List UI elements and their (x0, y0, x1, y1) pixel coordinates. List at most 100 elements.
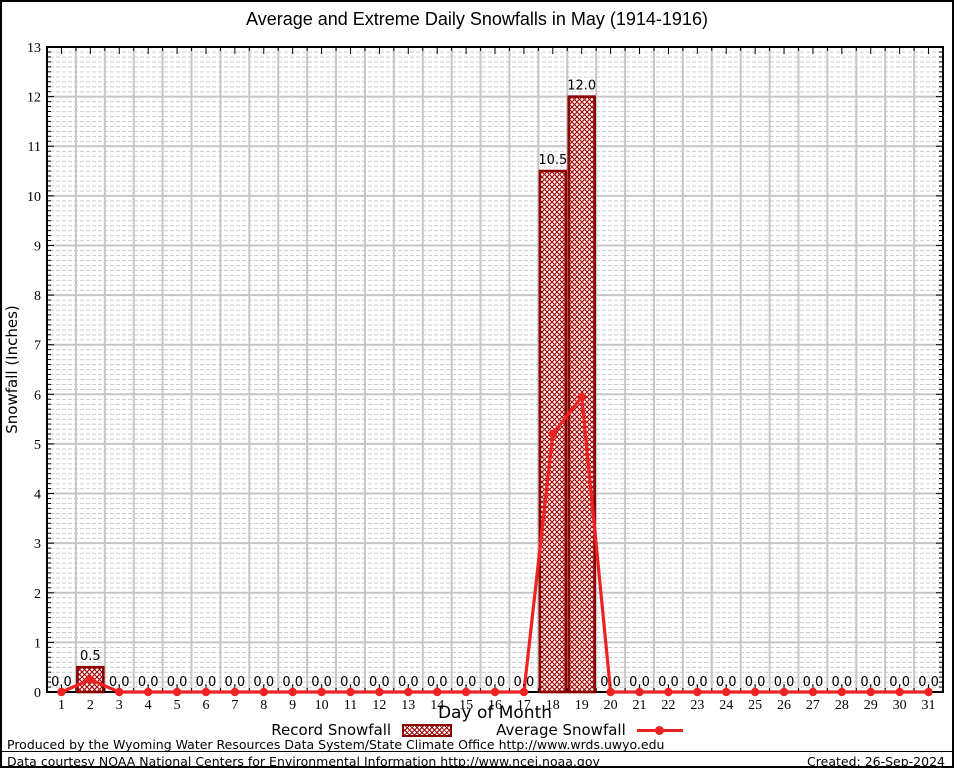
avg-marker-day-1 (57, 687, 66, 697)
x-axis-title: Day of Month (438, 703, 552, 723)
legend-item-record: Record Snowfall (271, 721, 453, 739)
value-label-day-25: 0.0 (745, 675, 766, 690)
y-tick-label-5: 5 (34, 438, 41, 453)
value-label-day-1: 0.0 (51, 675, 72, 690)
x-tick-label-17: 17 (517, 698, 531, 713)
value-label-day-11: 0.0 (340, 675, 361, 690)
y-tick-label-10: 10 (27, 190, 41, 205)
x-tick-label-31: 31 (922, 698, 936, 713)
value-label-day-22: 0.0 (658, 675, 679, 690)
legend-item-average: Average Snowfall (496, 721, 683, 739)
y-tick-label-13: 13 (27, 41, 41, 56)
x-tick-label-3: 3 (116, 698, 123, 713)
x-tick-label-1: 1 (58, 698, 65, 713)
x-tick-label-18: 18 (546, 698, 560, 713)
value-label-day-17: 0.0 (514, 675, 535, 690)
value-label-day-13: 0.0 (398, 675, 419, 690)
x-tick-label-20: 20 (604, 698, 618, 713)
avg-marker-day-23 (693, 687, 702, 697)
x-tick-label-15: 15 (459, 698, 473, 713)
value-label-day-26: 0.0 (774, 675, 795, 690)
value-label-day-5: 0.0 (167, 675, 188, 690)
avg-marker-day-13 (404, 687, 413, 697)
x-tick-label-4: 4 (145, 698, 152, 713)
line-marker-dot-icon (655, 725, 665, 735)
x-tick-label-13: 13 (401, 698, 415, 713)
y-tick-label-12: 12 (27, 91, 41, 106)
y-tick-label-6: 6 (34, 388, 41, 403)
value-label-day-29: 0.0 (860, 675, 881, 690)
x-tick-label-30: 30 (893, 698, 907, 713)
value-label-day-21: 0.0 (629, 675, 650, 690)
avg-marker-day-21 (635, 687, 644, 697)
avg-marker-day-9 (288, 687, 297, 697)
avg-marker-day-25 (750, 687, 760, 697)
avg-marker-day-2 (86, 675, 95, 684)
avg-marker-day-22 (664, 687, 673, 697)
x-tick-label-21: 21 (633, 698, 647, 713)
x-tick-label-28: 28 (835, 698, 849, 713)
value-label-day-16: 0.0 (485, 675, 506, 690)
value-label-day-30: 0.0 (889, 675, 910, 690)
x-tick-label-25: 25 (748, 698, 762, 713)
x-tick-label-12: 12 (372, 698, 386, 713)
y-axis-title: Snowfall (Inches) (3, 305, 21, 433)
y-tick-label-7: 7 (34, 339, 41, 354)
x-tick-label-11: 11 (344, 698, 357, 713)
avg-marker-day-5 (172, 687, 182, 697)
record-snowfall-swatch (402, 723, 453, 737)
avg-marker-day-30 (895, 687, 904, 697)
x-tick-label-6: 6 (202, 698, 209, 713)
x-tick-label-7: 7 (231, 698, 238, 713)
y-tick-label-11: 11 (28, 140, 41, 155)
x-tick-labels: 1 2 3 4 5 6 7 8 9 10 11 12 13 14 15 16 17 18 19 20 21 22 23 24 2… (58, 698, 936, 713)
avg-marker-day-26 (779, 687, 789, 697)
x-tick-label-24: 24 (719, 698, 733, 713)
value-label-day-9: 0.0 (282, 675, 303, 690)
avg-marker-day-27 (808, 687, 818, 697)
x-tick-label-2: 2 (87, 698, 94, 713)
avg-marker-day-6 (201, 687, 211, 697)
x-tick-label-16: 16 (488, 698, 502, 713)
avg-marker-day-14 (432, 687, 442, 697)
y-tick-label-4: 4 (34, 488, 41, 503)
y-tick-label-9: 9 (34, 239, 41, 254)
value-label-day-7: 0.0 (225, 675, 246, 690)
created-date: Created: 26-Sep-2024 (807, 754, 945, 768)
footer-divider (2, 751, 952, 752)
average-snowfall-swatch (636, 725, 683, 735)
x-tick-label-5: 5 (174, 698, 181, 713)
x-tick-label-29: 29 (864, 698, 878, 713)
value-label-day-27: 0.0 (803, 675, 824, 690)
avg-marker-day-3 (115, 687, 124, 697)
footer-data-courtesy: Data courtesy NOAA National Centers for … (7, 754, 600, 768)
value-label-day-2: 0.5 (80, 649, 101, 664)
avg-marker-day-7 (230, 687, 240, 697)
value-label-day-6: 0.0 (196, 675, 217, 690)
record-value-labels: 0.0 0.5 0.0 0.0 0.0 0.0 0.0 0.0 0.0 0.0 0.0 0.0 0.0 0… (51, 79, 939, 690)
minor-grid (47, 47, 943, 692)
legend-label-average: Average Snowfall (496, 721, 626, 739)
value-label-day-18: 10.5 (538, 153, 567, 168)
y-tick-label-8: 8 (34, 289, 41, 304)
value-label-day-23: 0.0 (687, 675, 708, 690)
footer-produced-by: Produced by the Wyoming Water Resources … (7, 737, 665, 752)
legend-label-record: Record Snowfall (271, 721, 392, 739)
value-label-day-12: 0.0 (369, 675, 390, 690)
avg-marker-day-10 (317, 687, 326, 697)
value-label-day-3: 0.0 (109, 675, 130, 690)
avg-marker-day-24 (722, 687, 731, 697)
snowfall-plot: 0.0 0.5 0.0 0.0 0.0 0.0 0.0 0.0 0.0 0.0 0.0 0.0 0.0 0… (3, 41, 944, 723)
value-label-day-24: 0.0 (716, 675, 737, 690)
value-label-day-28: 0.0 (831, 675, 852, 690)
y-tick-label-0: 0 (34, 686, 41, 701)
avg-marker-day-17 (519, 687, 529, 697)
chart-title: Average and Extreme Daily Snowfalls in M… (246, 9, 708, 29)
major-grid (47, 47, 943, 692)
avg-marker-day-15 (461, 687, 471, 697)
avg-marker-day-19 (577, 392, 586, 401)
x-tick-label-8: 8 (260, 698, 267, 713)
x-tick-label-26: 26 (777, 698, 791, 713)
avg-marker-day-31 (924, 687, 933, 697)
